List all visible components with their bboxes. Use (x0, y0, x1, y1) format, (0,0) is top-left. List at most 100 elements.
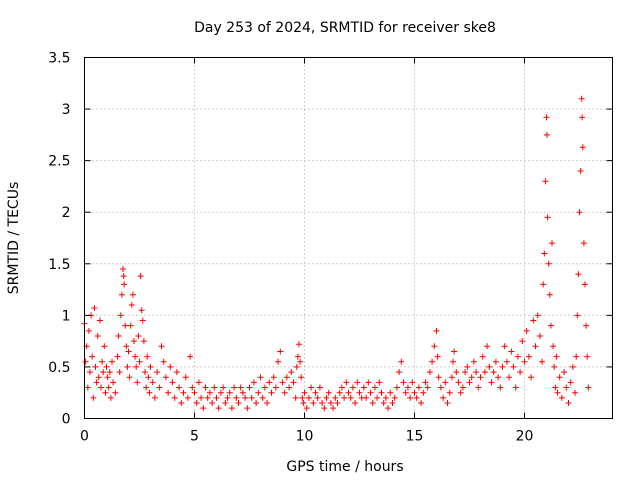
data-point (101, 343, 108, 350)
data-point (224, 394, 231, 401)
data-point (389, 400, 396, 407)
data-point (532, 343, 539, 350)
data-point (433, 327, 440, 334)
data-point (552, 384, 559, 391)
data-point (541, 250, 548, 257)
data-point (268, 389, 275, 396)
data-point (369, 400, 376, 407)
data-point (553, 353, 560, 360)
data-point (92, 363, 99, 370)
data-point (336, 389, 343, 396)
y-tick-label: 3.5 (48, 51, 70, 67)
data-point (300, 400, 307, 407)
data-point (569, 363, 576, 370)
data-point (578, 95, 585, 102)
x-tick-label: 10 (296, 429, 314, 445)
data-point (294, 353, 301, 360)
data-point (132, 353, 139, 360)
data-point (580, 240, 587, 247)
data-point (330, 405, 337, 412)
data-point (112, 389, 119, 396)
data-point (114, 353, 121, 360)
data-point (180, 389, 187, 396)
data-point (517, 369, 524, 376)
data-point (455, 379, 462, 386)
data-point (127, 322, 134, 329)
data-point (277, 348, 284, 355)
data-point (459, 384, 466, 391)
data-point (508, 348, 515, 355)
data-point (540, 281, 547, 288)
data-point (135, 332, 142, 339)
data-point (479, 353, 486, 360)
data-point (499, 363, 506, 370)
data-point (142, 369, 148, 376)
data-point (543, 131, 550, 138)
data-point (145, 374, 152, 381)
data-point (310, 400, 317, 407)
data-point (387, 389, 394, 396)
data-point (391, 394, 398, 401)
data-point (506, 374, 513, 381)
y-tick-label: 2.5 (48, 154, 70, 170)
data-point (85, 327, 92, 334)
data-point (261, 384, 268, 391)
data-point (393, 384, 400, 391)
data-point (299, 394, 306, 401)
x-axis-label: GPS time / hours (286, 459, 403, 475)
data-point (400, 379, 407, 386)
data-point (579, 114, 586, 121)
data-point (102, 389, 109, 396)
data-point (338, 384, 345, 391)
data-point (512, 384, 519, 391)
data-point (558, 394, 565, 401)
data-point (371, 384, 378, 391)
x-tick-label: 15 (406, 429, 424, 445)
data-point (550, 343, 557, 350)
data-point (334, 400, 341, 407)
data-point (457, 389, 464, 396)
data-point (323, 394, 330, 401)
data-point (235, 400, 242, 407)
data-point (481, 369, 488, 376)
data-point (429, 358, 436, 365)
data-point (138, 307, 145, 314)
data-point (301, 389, 308, 396)
data-point (490, 369, 497, 376)
y-tick-label: 1 (62, 308, 71, 324)
data-point (303, 405, 310, 412)
data-point (341, 394, 348, 401)
y-tick-label: 0 (62, 412, 71, 428)
data-point (90, 394, 97, 401)
data-point (468, 374, 475, 381)
data-point (539, 358, 546, 365)
data-point (475, 384, 482, 391)
data-point (139, 317, 146, 324)
data-point (544, 214, 551, 221)
data-point (151, 394, 158, 401)
data-point (137, 273, 144, 280)
data-point (217, 389, 224, 396)
y-tick-label: 0.5 (48, 360, 70, 376)
data-point (202, 384, 209, 391)
data-point (133, 363, 140, 370)
data-point (545, 260, 552, 267)
data-point (246, 384, 253, 391)
data-point (204, 394, 211, 401)
data-point (158, 343, 165, 350)
data-point (343, 379, 350, 386)
data-point (109, 358, 115, 365)
data-point (536, 332, 543, 339)
data-point (154, 369, 161, 376)
data-point (222, 400, 229, 407)
data-point (173, 369, 180, 376)
data-point (453, 369, 460, 376)
data-point (577, 167, 584, 174)
data-point (576, 209, 583, 216)
data-point (365, 379, 372, 386)
data-point (84, 384, 91, 391)
data-point (521, 358, 528, 365)
data-point (404, 384, 411, 391)
data-point (124, 363, 131, 370)
